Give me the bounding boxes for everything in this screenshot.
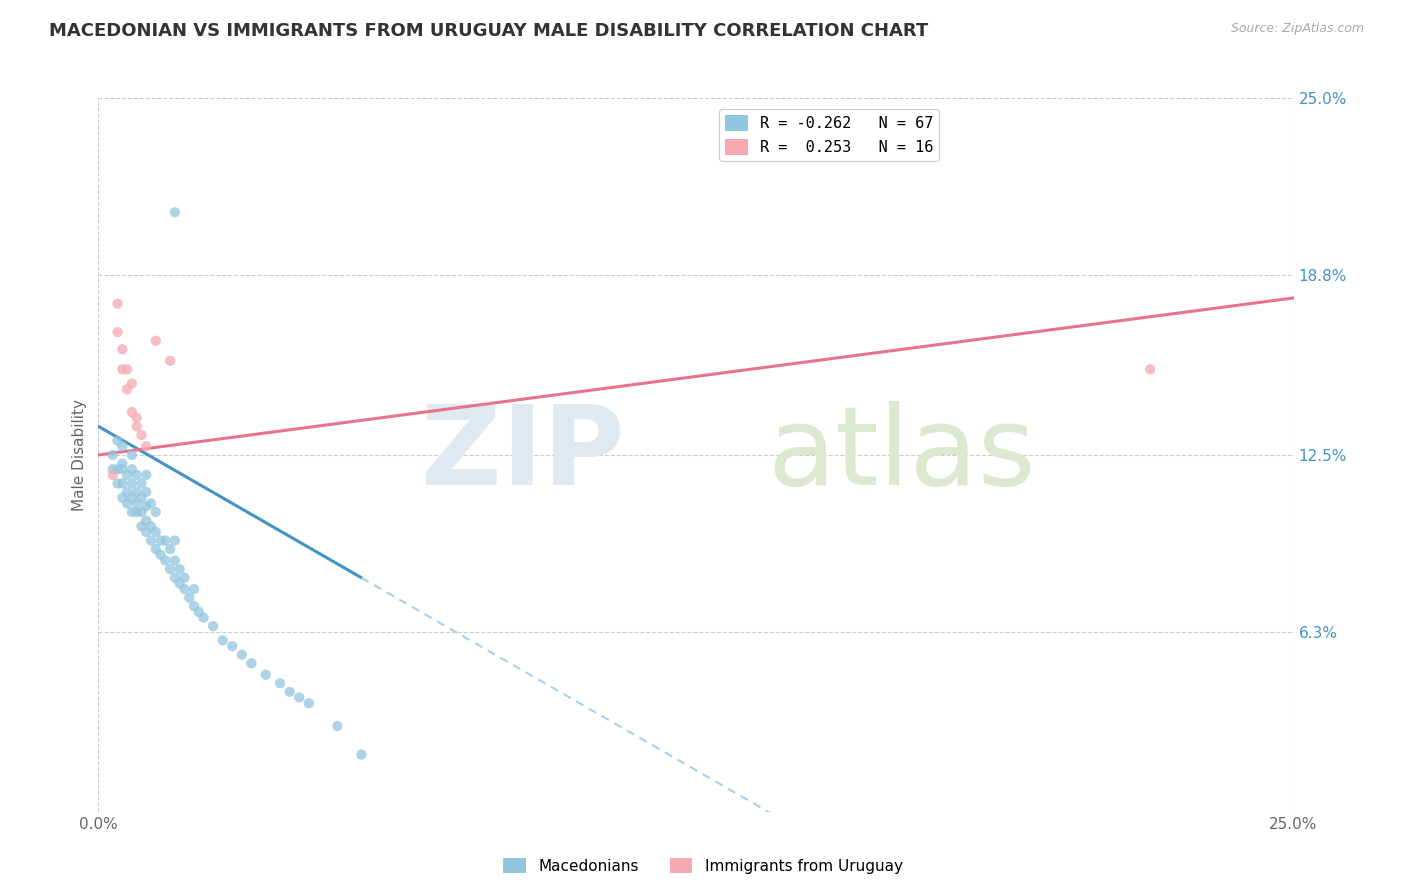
Point — [131, 519, 153, 533]
Point — [135, 514, 157, 528]
Point — [149, 548, 172, 562]
Point — [326, 719, 349, 733]
Point — [1139, 362, 1161, 376]
Point — [107, 296, 129, 310]
Point — [101, 462, 124, 476]
Text: atlas: atlas — [768, 401, 1036, 508]
Point — [183, 582, 205, 596]
Point — [254, 667, 277, 681]
Point — [278, 685, 301, 699]
Point — [145, 334, 167, 348]
Point — [169, 562, 191, 576]
Point — [107, 434, 129, 448]
Point — [163, 205, 186, 219]
Point — [115, 362, 138, 376]
Point — [211, 633, 233, 648]
Point — [139, 533, 162, 548]
Point — [101, 448, 124, 462]
Point — [145, 505, 167, 519]
Point — [111, 439, 134, 453]
Point — [155, 553, 177, 567]
Point — [121, 462, 143, 476]
Point — [298, 696, 321, 710]
Point — [183, 599, 205, 614]
Point — [121, 405, 143, 419]
Point — [139, 496, 162, 510]
Legend: Macedonians, Immigrants from Uruguay: Macedonians, Immigrants from Uruguay — [498, 852, 908, 880]
Point — [101, 467, 124, 482]
Text: MACEDONIAN VS IMMIGRANTS FROM URUGUAY MALE DISABILITY CORRELATION CHART: MACEDONIAN VS IMMIGRANTS FROM URUGUAY MA… — [49, 22, 928, 40]
Point — [202, 619, 225, 633]
Point — [187, 605, 209, 619]
Point — [111, 462, 134, 476]
Point — [139, 519, 162, 533]
Point — [131, 428, 153, 442]
Point — [135, 524, 157, 539]
Point — [173, 571, 195, 585]
Text: Source: ZipAtlas.com: Source: ZipAtlas.com — [1230, 22, 1364, 36]
Point — [163, 553, 186, 567]
Y-axis label: Male Disability: Male Disability — [72, 399, 87, 511]
Point — [121, 476, 143, 491]
Point — [135, 500, 157, 514]
Point — [135, 485, 157, 500]
Point — [155, 533, 177, 548]
Point — [125, 505, 148, 519]
Point — [221, 639, 243, 653]
Point — [121, 491, 143, 505]
Point — [121, 376, 143, 391]
Point — [131, 491, 153, 505]
Point — [350, 747, 373, 762]
Point — [179, 591, 201, 605]
Legend: R = -0.262   N = 67, R =  0.253   N = 16: R = -0.262 N = 67, R = 0.253 N = 16 — [718, 110, 939, 161]
Point — [121, 448, 143, 462]
Point — [115, 485, 138, 500]
Point — [193, 610, 215, 624]
Point — [115, 496, 138, 510]
Point — [111, 343, 134, 357]
Point — [121, 505, 143, 519]
Point — [145, 524, 167, 539]
Point — [149, 533, 172, 548]
Point — [111, 491, 134, 505]
Point — [125, 467, 148, 482]
Point — [269, 676, 291, 690]
Point — [125, 485, 148, 500]
Point — [111, 362, 134, 376]
Point — [159, 353, 181, 368]
Point — [169, 576, 191, 591]
Point — [163, 571, 186, 585]
Point — [145, 542, 167, 557]
Point — [163, 533, 186, 548]
Point — [115, 382, 138, 396]
Point — [288, 690, 311, 705]
Point — [125, 419, 148, 434]
Point — [125, 496, 148, 510]
Point — [107, 462, 129, 476]
Point — [111, 457, 134, 471]
Point — [131, 505, 153, 519]
Point — [107, 325, 129, 339]
Text: ZIP: ZIP — [420, 401, 624, 508]
Point — [131, 476, 153, 491]
Point — [125, 410, 148, 425]
Point — [159, 562, 181, 576]
Point — [173, 582, 195, 596]
Point — [231, 648, 253, 662]
Point — [159, 542, 181, 557]
Point — [115, 467, 138, 482]
Point — [111, 476, 134, 491]
Point — [240, 657, 263, 671]
Point — [135, 439, 157, 453]
Point — [107, 476, 129, 491]
Point — [135, 467, 157, 482]
